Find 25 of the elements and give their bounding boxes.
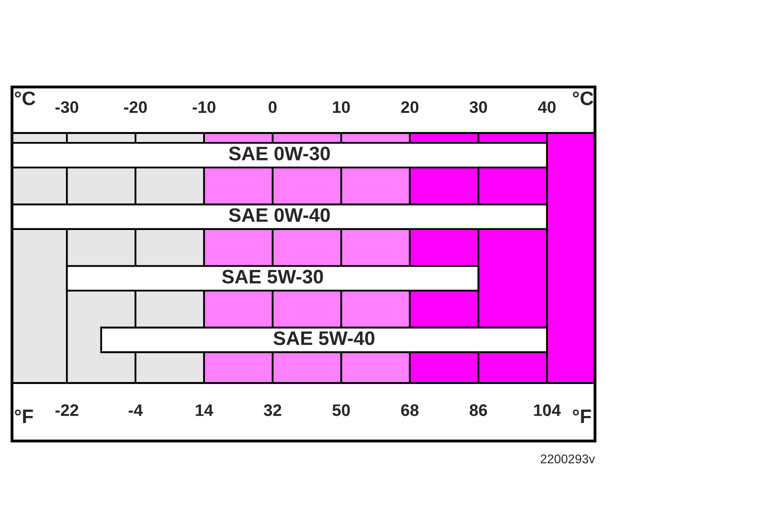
text: °F (14, 410, 33, 424)
text: °F (572, 410, 591, 424)
x2-tick-label: 10 (333, 101, 350, 114)
x-tick-label: 68 (401, 404, 419, 416)
x-tick-label: -22 (55, 404, 78, 416)
y-tick-label: SAE 5W-40 (274, 331, 374, 346)
x-tick-label: 104 (534, 404, 561, 416)
y-tick-label: SAE 5W-30 (222, 270, 323, 284)
x2-tick-label: 20 (401, 101, 418, 114)
x-tick-label: 50 (332, 404, 350, 416)
x2-tick-label: -20 (124, 101, 147, 114)
text: °C (14, 91, 36, 106)
x2-tick-label: -30 (55, 101, 78, 114)
x2-tick-label: -10 (192, 101, 216, 114)
text: 2200293v (540, 454, 595, 464)
x2-tick-label: 0 (268, 101, 277, 114)
x-tick-label: -4 (128, 404, 143, 416)
y-tick-label: SAE 0W-40 (228, 208, 330, 222)
y-tick-label: SAE 0W-30 (228, 146, 330, 160)
x-tick-label: 14 (196, 404, 214, 416)
x-tick-label: 32 (264, 404, 282, 416)
x-tick-label: 86 (470, 404, 488, 416)
x2-tick-label: 30 (470, 101, 487, 114)
x2-tick-label: 40 (538, 101, 556, 114)
text: °C (572, 91, 594, 106)
